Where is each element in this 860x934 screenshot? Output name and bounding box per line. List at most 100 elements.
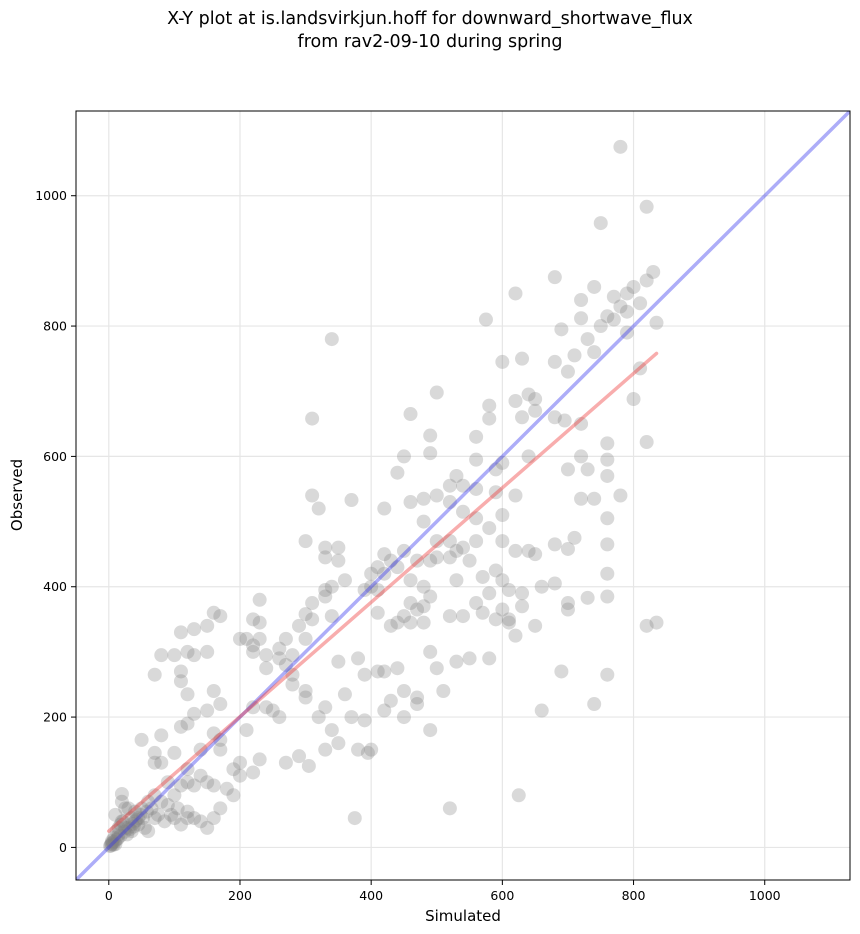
data-point	[147, 788, 162, 803]
data-point	[134, 732, 149, 747]
data-point	[580, 590, 595, 605]
data-point	[442, 801, 457, 816]
data-point	[206, 605, 221, 620]
data-point	[117, 824, 132, 839]
y-axis-label: Observed	[8, 459, 26, 531]
data-point	[107, 834, 122, 849]
data-point	[113, 828, 128, 843]
data-point	[495, 354, 510, 369]
data-point	[180, 775, 195, 790]
data-point	[410, 697, 425, 712]
data-point	[298, 690, 313, 705]
data-point	[364, 579, 379, 594]
data-point	[649, 615, 664, 630]
data-point	[114, 786, 129, 801]
data-point	[416, 579, 431, 594]
data-point	[157, 814, 172, 829]
data-point	[126, 819, 141, 834]
data-point	[488, 612, 503, 627]
data-point	[164, 807, 179, 822]
data-point	[478, 312, 493, 327]
data-point	[180, 644, 195, 659]
data-point	[377, 501, 392, 516]
data-point	[331, 736, 346, 751]
data-point	[252, 752, 267, 767]
regression-fit-line	[107, 351, 659, 833]
data-point	[429, 534, 444, 549]
x-tick-label-1000: 1000	[749, 888, 781, 903]
data-point	[600, 452, 615, 467]
data-point	[246, 644, 261, 659]
data-point	[121, 820, 136, 835]
data-point	[311, 501, 326, 516]
data-point	[396, 449, 411, 464]
data-point	[141, 794, 156, 809]
data-point	[390, 615, 405, 630]
data-point	[131, 817, 146, 832]
data-point	[403, 596, 418, 611]
data-point	[108, 807, 123, 822]
data-point	[482, 521, 497, 536]
data-point	[396, 684, 411, 699]
data-point	[626, 392, 641, 407]
data-point	[173, 719, 188, 734]
data-points	[103, 139, 664, 854]
data-point	[200, 775, 215, 790]
data-point	[633, 361, 648, 376]
data-point	[619, 325, 634, 340]
data-point	[377, 547, 392, 562]
data-point	[200, 644, 215, 659]
data-point	[206, 811, 221, 826]
data-point	[429, 385, 444, 400]
data-point	[298, 684, 313, 699]
data-point	[147, 745, 162, 760]
data-point	[239, 631, 254, 646]
data-point	[423, 723, 438, 738]
data-point	[495, 508, 510, 523]
data-point	[600, 589, 615, 604]
data-point	[390, 560, 405, 575]
reference-lines	[76, 111, 850, 880]
data-point	[226, 788, 241, 803]
data-point	[429, 550, 444, 565]
data-point	[167, 811, 182, 826]
data-point	[106, 837, 121, 852]
data-point	[246, 612, 261, 627]
data-point	[547, 270, 562, 285]
data-point	[600, 667, 615, 682]
data-point	[469, 596, 484, 611]
data-point	[574, 416, 589, 431]
data-point	[456, 540, 470, 555]
data-point	[105, 833, 120, 848]
data-point	[377, 703, 392, 718]
data-point	[456, 478, 470, 493]
data-point	[554, 322, 569, 337]
data-point	[547, 354, 562, 369]
data-point	[173, 778, 188, 793]
data-point	[141, 824, 156, 839]
data-point	[626, 279, 641, 294]
data-point	[469, 534, 484, 549]
data-point	[305, 488, 320, 503]
data-point	[560, 462, 575, 477]
data-point	[410, 553, 425, 568]
data-point	[344, 493, 359, 508]
data-point	[103, 839, 118, 854]
data-point	[311, 710, 326, 725]
data-point	[587, 491, 602, 506]
data-point	[462, 651, 477, 666]
data-point	[118, 801, 133, 816]
data-point	[318, 589, 333, 604]
data-point	[246, 700, 261, 715]
data-point	[600, 511, 615, 526]
data-point	[557, 413, 572, 428]
data-point	[331, 540, 346, 555]
data-point	[305, 612, 320, 627]
data-point	[128, 814, 143, 829]
data-point	[193, 768, 208, 783]
data-point	[508, 628, 523, 643]
data-point	[324, 609, 339, 624]
data-point	[200, 703, 215, 718]
data-point	[347, 811, 362, 826]
chart-title-line-2: from rav2-09-10 during spring	[297, 32, 563, 52]
